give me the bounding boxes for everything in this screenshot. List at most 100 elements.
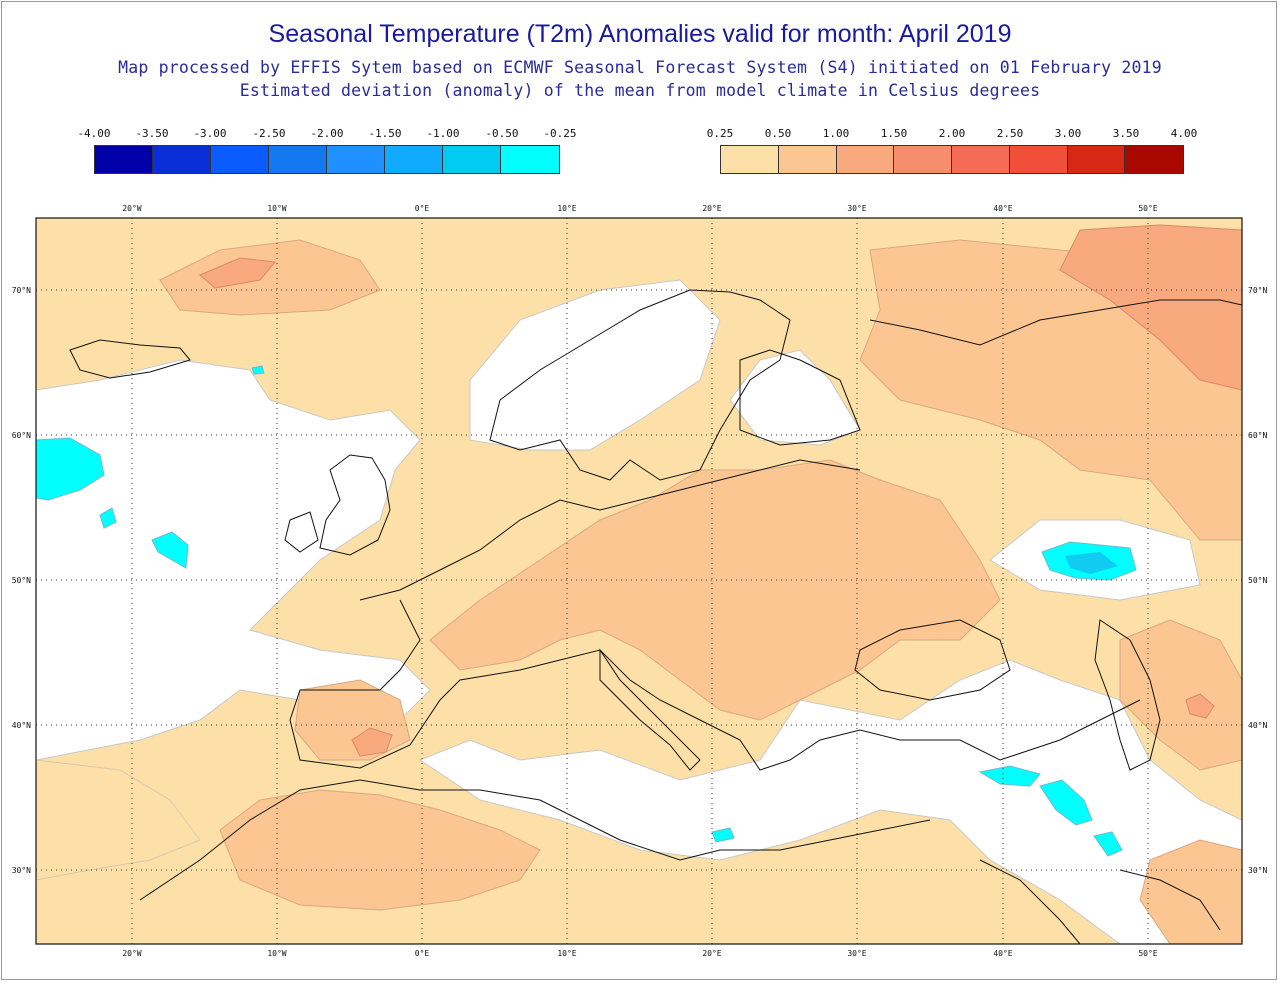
lon-label: 30°E	[847, 949, 866, 958]
lon-label: 40°E	[993, 949, 1012, 958]
cold-region-russia-core	[1065, 552, 1118, 574]
legend-positive-cell	[1067, 146, 1126, 173]
legend-neg-label: -0.50	[485, 127, 519, 140]
cold-region-norway-sea	[251, 365, 265, 375]
coastline-continent	[289, 459, 1141, 771]
lat-label: 50°N	[1248, 576, 1267, 585]
legend-neg-label: -1.50	[368, 127, 402, 140]
legend-neg-label: -0.25	[543, 127, 577, 140]
legend-positive-cell	[952, 146, 1010, 173]
lon-label: 30°E	[847, 204, 866, 213]
legend-negative-labels: -4.00 -3.50 -3.00 -2.50 -2.00 -1.50 -1.0…	[77, 127, 576, 141]
cold-region-atlantic-small	[99, 507, 117, 529]
legend-pos-label: 3.00	[1054, 127, 1082, 140]
anomaly-region-arabia	[1139, 839, 1242, 944]
anomaly-region-north-africa	[219, 789, 541, 911]
legend-negative-cell	[443, 146, 501, 173]
lat-label: 70°N	[12, 286, 31, 295]
cold-region-atlantic	[151, 531, 189, 569]
anomaly-region-north-atlantic-warm	[199, 257, 276, 289]
lat-label: 70°N	[1248, 286, 1267, 295]
legend-positive-cell	[778, 146, 837, 173]
legend-neg-label: -1.00	[426, 127, 460, 140]
lat-label: 30°N	[1248, 866, 1267, 875]
legend-positive-cell	[1009, 146, 1068, 173]
lon-label: 20°W	[122, 204, 141, 213]
coastline-iceland	[69, 339, 191, 379]
lat-labels-left: 70°N 60°N 50°N 40°N 30°N	[12, 286, 31, 875]
anomaly-region-norwegian-sea	[159, 239, 381, 316]
legend-negative-cell	[385, 146, 443, 173]
cold-region-turkey	[978, 765, 1041, 787]
legend-pos-label: 2.50	[996, 127, 1024, 140]
lon-label: 10°E	[557, 204, 576, 213]
legend-neg-label: -2.00	[310, 127, 344, 140]
legend-neg-label: -2.50	[252, 127, 286, 140]
legend-negative-cell	[153, 146, 211, 173]
anomaly-fields	[36, 218, 1242, 944]
legend-negative-cell	[269, 146, 327, 173]
legend-positive-cell	[836, 146, 895, 173]
lon-label: 0°E	[415, 204, 430, 213]
lon-label: 20°W	[122, 949, 141, 958]
lat-label: 30°N	[12, 866, 31, 875]
legend-pos-label: 4.00	[1170, 127, 1198, 140]
coastline-italy	[599, 648, 701, 771]
legend-pos-label: 3.50	[1112, 127, 1140, 140]
coastline-north-africa	[139, 779, 931, 901]
lon-label: 40°E	[993, 204, 1012, 213]
legend-negative-cell	[95, 146, 153, 173]
anomaly-region-barents	[1059, 224, 1242, 391]
lat-label: 60°N	[1248, 431, 1267, 440]
legend-neg-label: -3.00	[193, 127, 227, 140]
coastline-persian-gulf	[1119, 869, 1221, 931]
coastline-black-sea	[854, 619, 1011, 701]
lon-label: 50°E	[1138, 204, 1157, 213]
legend-positive-cell	[894, 146, 952, 173]
legend-pos-label: 1.00	[822, 127, 850, 140]
neutral-region-atlantic	[36, 359, 431, 761]
legend-neg-label: -4.00	[77, 127, 111, 140]
legend-positive-cell	[721, 146, 779, 173]
lon-label: 0°E	[415, 949, 430, 958]
legend-pos-label: 1.50	[880, 127, 908, 140]
coastline-british-isles	[284, 454, 391, 556]
anomaly-region-central-europe	[429, 459, 1001, 721]
lon-label: 20°E	[702, 204, 721, 213]
coastline-finland	[739, 349, 861, 446]
neutral-region-scandinavia	[469, 279, 721, 451]
map-subtitle-units: Estimated deviation (anomaly) of the mea…	[239, 81, 1041, 100]
legend-pos-label: 2.00	[938, 127, 966, 140]
cold-region-iran	[1039, 779, 1093, 826]
graticule	[36, 218, 1242, 944]
lat-label: 50°N	[12, 576, 31, 585]
cold-region-iran-south	[1093, 831, 1123, 857]
map-title: Seasonal Temperature (T2m) Anomalies val…	[268, 20, 1012, 48]
legend-neg-label: -3.50	[135, 127, 169, 140]
lon-label: 10°W	[267, 949, 286, 958]
legend-positive-cell	[1125, 146, 1183, 173]
lon-label: 20°E	[702, 949, 721, 958]
cold-region-iceland-south	[36, 437, 105, 501]
legend-negative-cell	[211, 146, 269, 173]
lat-label: 40°N	[12, 721, 31, 730]
lat-labels-right: 70°N 60°N 50°N 40°N 30°N	[1248, 286, 1267, 875]
anomaly-region-caucasus	[1119, 619, 1242, 771]
legend-positive-labels: 0.25 0.50 1.00 1.50 2.00 2.50 3.00 3.50 …	[707, 127, 1198, 141]
coastline-red-sea	[979, 859, 1081, 944]
legend-negative-colorbar	[94, 145, 560, 174]
lon-label: 50°E	[1138, 949, 1157, 958]
lat-label: 40°N	[1248, 721, 1267, 730]
lon-labels-bottom: 20°W 10°W 0°E 10°E 20°E 30°E 40°E 50°E	[122, 949, 1157, 958]
cold-region-libya	[711, 827, 735, 843]
lon-label: 10°E	[557, 949, 576, 958]
coastline-arctic	[869, 299, 1242, 346]
legend-negative-cell	[501, 146, 559, 173]
map-border	[35, 217, 1243, 945]
anomaly-region-caspian-warm	[1185, 693, 1215, 719]
anomaly-region-spain-warm	[351, 727, 393, 757]
coastline-caspian	[1094, 619, 1161, 771]
legend-pos-label: 0.50	[764, 127, 792, 140]
